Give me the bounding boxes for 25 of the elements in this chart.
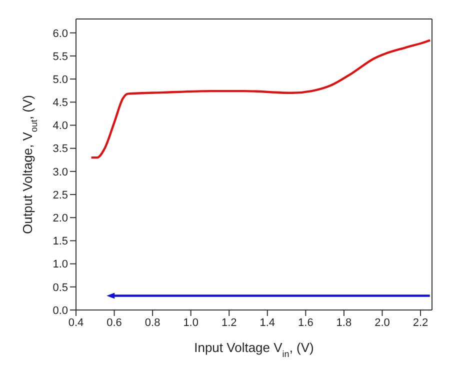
y-tick-label: 0.5 (52, 282, 68, 294)
line-series (90, 39, 432, 159)
y-tick-label: 5.5 (52, 50, 68, 63)
y-tick-label: 3.5 (52, 143, 68, 156)
x-tick-label: 1.0 (183, 316, 198, 329)
y-tick-label: 5.0 (52, 74, 68, 86)
y-tick-label: 2.5 (52, 189, 68, 202)
y-tick-label: 6.0 (52, 28, 68, 40)
x-tick-label: 2.0 (374, 316, 390, 329)
x-tick-label: 1.4 (260, 316, 276, 329)
y-tick-label: 4.0 (52, 120, 68, 132)
x-tick-label: 0.6 (106, 316, 122, 329)
x-tick-label: 1.6 (298, 316, 314, 329)
x-tick-label: 0.4 (68, 316, 84, 329)
y-tick-label: 3.0 (52, 166, 68, 178)
y-tick-label: 4.5 (52, 97, 68, 110)
y-tick-label: 0.0 (52, 304, 68, 317)
x-axis-title: Input Voltage V$_{in}$, (V) (194, 340, 314, 359)
y-tick-label: 1.0 (52, 258, 68, 271)
x-tick-label: 2.2 (412, 316, 428, 329)
y-tick-label: 2.0 (52, 212, 68, 225)
y-tick-label: 1.5 (52, 236, 68, 248)
x-tick-label: 1.2 (221, 316, 237, 329)
x-tick-label: 0.8 (144, 316, 160, 329)
x-tick-label: 1.8 (336, 316, 352, 329)
